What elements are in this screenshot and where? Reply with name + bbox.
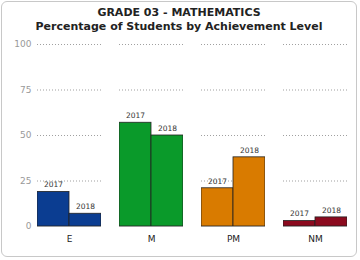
html-text:Percentage of Students by Achi: Percentage of Students by Achievement Le… xyxy=(35,20,323,33)
svg-text:2018: 2018 xyxy=(76,202,95,211)
svg-text:2018: 2018 xyxy=(158,124,177,133)
html-text:GRADE 03 - MATHEMATICS: GRADE 03 - MATHEMATICS xyxy=(97,6,261,19)
svg-text:E: E xyxy=(67,234,73,244)
svg-text:2018: 2018 xyxy=(240,146,259,155)
svg-text:2017: 2017 xyxy=(44,180,63,189)
svg-text:100: 100 xyxy=(14,39,31,49)
svg-text:25: 25 xyxy=(20,176,31,186)
svg-text:PM: PM xyxy=(227,234,240,244)
svg-text:50: 50 xyxy=(20,130,32,140)
svg-text:2017: 2017 xyxy=(290,209,309,218)
svg-text:2018: 2018 xyxy=(322,206,341,215)
svg-text:75: 75 xyxy=(20,85,31,95)
svg-text:NM: NM xyxy=(308,234,323,244)
svg-text:M: M xyxy=(148,234,156,244)
svg-text:0: 0 xyxy=(26,221,32,231)
svg-text:2017: 2017 xyxy=(126,111,145,120)
svg-text:2017: 2017 xyxy=(208,177,227,186)
